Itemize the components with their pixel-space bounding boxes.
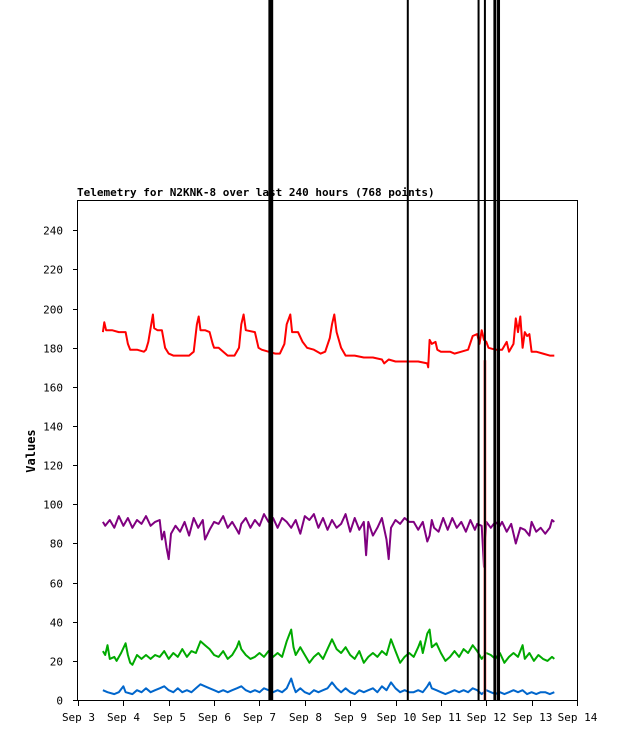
y-tick-label: 0 [56, 695, 63, 708]
y-tick-label: 240 [43, 225, 63, 238]
y-tick-label: 200 [43, 304, 63, 317]
y-axis-label: Values [24, 429, 38, 472]
y-tick-label: 220 [43, 264, 63, 277]
y-tick-label: 80 [50, 538, 63, 551]
y-tick-label: 180 [43, 343, 63, 356]
y-tick-label: 100 [43, 499, 63, 512]
series-line-3 [102, 677, 555, 696]
x-axis-ticks: Sep 3 Sep 4 Sep 5 Sep 6 Sep 7 Sep 8 Sep 9 Sep 1… [62, 700, 598, 724]
y-tick-label: 160 [43, 382, 63, 395]
x-tick-label: Sep 9 [334, 711, 367, 724]
y-axis-ticks: 0 20 40 60 80 100 120 140 160 180 200 220 240 [43, 225, 78, 708]
series-lines [101, 313, 555, 696]
y-tick-label: 20 [50, 656, 63, 669]
x-tick-label: Sep 4 [107, 711, 140, 724]
series-line-0 [101, 313, 555, 369]
chart-title: Telemetry for N2KNK-8 over last 240 hour… [77, 186, 435, 199]
x-tick-label: Sep 6 [198, 711, 231, 724]
series-line-2 [102, 628, 555, 666]
y-tick-label: 140 [43, 421, 63, 434]
y-tick-label: 120 [43, 460, 63, 473]
x-tick-label: Sep 5 [153, 711, 186, 724]
x-tick-label: Sep 14 [558, 711, 598, 724]
y-tick-label: 60 [50, 578, 63, 591]
x-tick-label: Sep 3 [62, 711, 95, 724]
x-tick-label: Sep 11 [422, 711, 462, 724]
x-tick-label: Sep 10 [377, 711, 417, 724]
vertical-markers [268, 0, 501, 700]
x-tick-label: Sep 12 [467, 711, 507, 724]
x-tick-label: Sep 7 [243, 711, 276, 724]
x-tick-label: Sep 8 [289, 711, 322, 724]
x-tick-label: Sep 13 [513, 711, 553, 724]
y-tick-label: 40 [50, 617, 63, 630]
series-line-1 [102, 513, 555, 568]
plot-frame [77, 200, 578, 701]
